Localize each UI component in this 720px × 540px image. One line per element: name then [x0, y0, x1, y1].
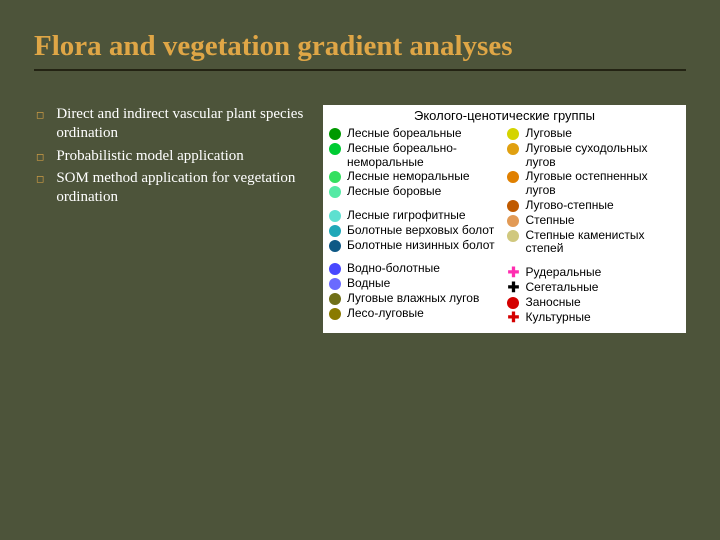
content-row: ◻ Direct and indirect vascular plant spe… — [34, 105, 686, 333]
legend-label: Лесные гигрофитные — [347, 209, 466, 223]
legend-item: Лесные неморальные — [329, 170, 502, 184]
legend-swatch-icon — [329, 186, 341, 198]
legend-label: Болотные верховых болот — [347, 224, 494, 238]
legend-label: Культурные — [525, 311, 590, 325]
legend-swatch-icon — [329, 278, 341, 290]
legend-swatch-icon — [507, 215, 519, 227]
bullet-marker-icon: ◻ — [34, 169, 56, 187]
legend-swatch-icon — [329, 171, 341, 183]
legend-item: Водно-болотные — [329, 262, 502, 276]
legend-group-gap — [329, 200, 502, 208]
legend-item: Болотные верховых болот — [329, 224, 502, 238]
list-item: ◻ SOM method application for vegetation … — [34, 169, 309, 207]
legend-col-right: ЛуговыеЛуговые суходольных луговЛуговые … — [507, 126, 680, 325]
legend-item: Луговые суходольных лугов — [507, 142, 680, 170]
legend-title: Эколого-ценотические группы — [329, 109, 680, 122]
legend-swatch-icon — [507, 128, 519, 140]
bullet-text: Probabilistic model application — [56, 147, 309, 166]
legend-plus-icon: ✚ — [507, 281, 519, 293]
legend-swatch-icon — [507, 143, 519, 155]
legend-item: ✚ Культурные — [507, 311, 680, 325]
legend-item: Луговые — [507, 127, 680, 141]
legend-item: Болотные низинных болот — [329, 239, 502, 253]
legend-label: Луговые влажных лугов — [347, 292, 479, 306]
legend-label: Лесные бореально-неморальные — [347, 142, 502, 170]
bullet-text: SOM method application for vegetation or… — [56, 169, 309, 207]
title-rule — [34, 69, 686, 71]
legend-swatch-icon — [329, 308, 341, 320]
legend-swatch-icon — [329, 225, 341, 237]
legend-swatch-icon — [507, 297, 519, 309]
legend-item: Лесо-луговые — [329, 307, 502, 321]
legend-group-gap — [507, 257, 680, 265]
legend-columns: Лесные бореальныеЛесные бореально-немора… — [329, 126, 680, 325]
bullet-marker-icon: ◻ — [34, 105, 56, 123]
legend-item: Степные — [507, 214, 680, 228]
legend-group-gap — [329, 253, 502, 261]
legend-label: Водно-болотные — [347, 262, 440, 276]
legend-swatch-icon — [329, 263, 341, 275]
legend-item: Луговые влажных лугов — [329, 292, 502, 306]
legend-item: Водные — [329, 277, 502, 291]
legend-label: Степные каменистых степей — [525, 229, 680, 257]
legend-item: Лесные боровые — [329, 185, 502, 199]
legend-label: Лесные боровые — [347, 185, 441, 199]
legend-item: Лугово-степные — [507, 199, 680, 213]
legend-item: Заносные — [507, 296, 680, 310]
legend-plus-icon: ✚ — [507, 311, 519, 323]
list-item: ◻ Direct and indirect vascular plant spe… — [34, 105, 309, 143]
legend-swatch-icon — [329, 210, 341, 222]
legend-item: Луговые остепненных лугов — [507, 170, 680, 198]
legend-label: Луговые суходольных лугов — [525, 142, 680, 170]
legend-label: Луговые остепненных лугов — [525, 170, 680, 198]
list-item: ◻ Probabilistic model application — [34, 147, 309, 166]
legend-item: Лесные бореальные — [329, 127, 502, 141]
legend-swatch-icon — [507, 171, 519, 183]
legend-label: Лесные бореальные — [347, 127, 462, 141]
legend-item: ✚ Сегетальные — [507, 281, 680, 295]
legend-item: Лесные гигрофитные — [329, 209, 502, 223]
legend-label: Степные — [525, 214, 574, 228]
legend-swatch-icon — [329, 128, 341, 140]
legend-swatch-icon — [507, 200, 519, 212]
legend-panel: Эколого-ценотические группы Лесные бореа… — [323, 105, 686, 333]
legend-label: Лесо-луговые — [347, 307, 424, 321]
legend-swatch-icon — [329, 293, 341, 305]
legend-swatch-icon — [329, 240, 341, 252]
legend-label: Заносные — [525, 296, 580, 310]
legend-plus-icon: ✚ — [507, 266, 519, 278]
legend-label: Болотные низинных болот — [347, 239, 495, 253]
legend-label: Рудеральные — [525, 266, 601, 280]
legend-label: Лугово-степные — [525, 199, 613, 213]
bullet-marker-icon: ◻ — [34, 147, 56, 165]
legend-swatch-icon — [507, 230, 519, 242]
legend-label: Сегетальные — [525, 281, 598, 295]
legend-label: Луговые — [525, 127, 571, 141]
legend-label: Водные — [347, 277, 390, 291]
page-title: Flora and vegetation gradient analyses — [34, 30, 686, 63]
legend-item: ✚ Рудеральные — [507, 266, 680, 280]
legend-label: Лесные неморальные — [347, 170, 470, 184]
bullet-text: Direct and indirect vascular plant speci… — [56, 105, 309, 143]
legend-col-left: Лесные бореальныеЛесные бореально-немора… — [329, 126, 502, 325]
legend-item: Лесные бореально-неморальные — [329, 142, 502, 170]
legend-swatch-icon — [329, 143, 341, 155]
bullet-list: ◻ Direct and indirect vascular plant spe… — [34, 105, 309, 333]
legend-item: Степные каменистых степей — [507, 229, 680, 257]
